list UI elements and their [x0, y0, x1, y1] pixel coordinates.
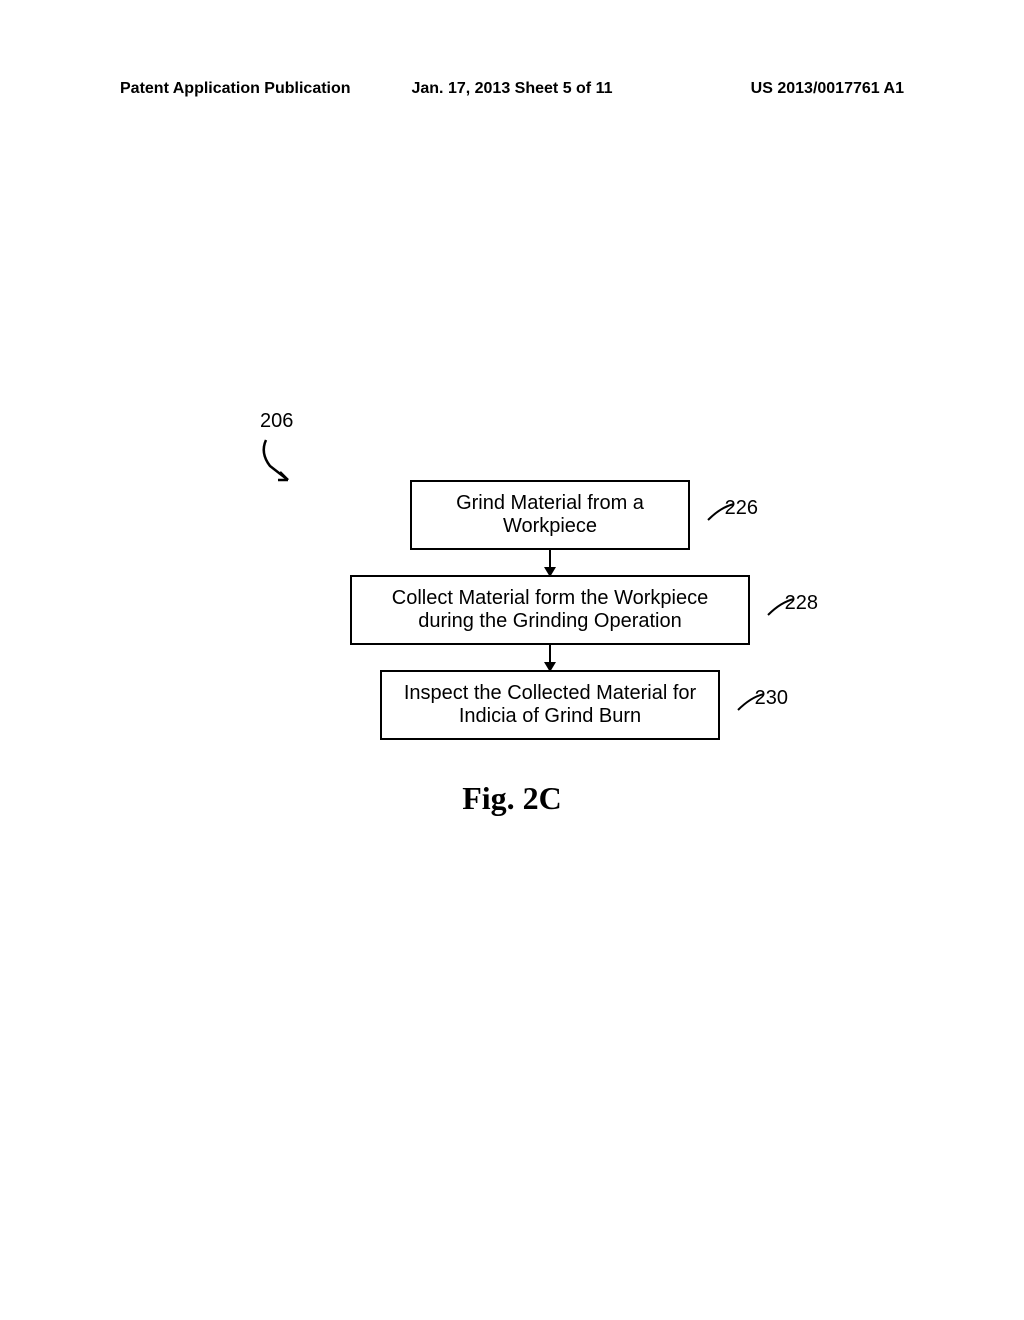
figure-caption: Fig. 2C [0, 780, 1024, 817]
header-patent-number: US 2013/0017761 A1 [643, 80, 904, 98]
header-date-sheet: Jan. 17, 2013 Sheet 5 of 11 [381, 80, 642, 98]
flow-step-3-ref: 230 [755, 687, 788, 710]
flow-step-1-text: Grind Material from a Workpiece [456, 492, 644, 537]
flow-step-1: Grind Material from a Workpiece 226 [410, 480, 690, 550]
flow-step-2-text: Collect Material form the Workpiece duri… [392, 587, 708, 632]
flow-step-1-ref: 226 [725, 497, 758, 520]
flow-arrow-icon [549, 645, 551, 670]
flow-step-3-text: Inspect the Collected Material for Indic… [404, 682, 696, 727]
flow-step-2-ref: 228 [785, 592, 818, 615]
flowchart-container: Grind Material from a Workpiece 226 Coll… [300, 480, 800, 740]
flowchart-reference-label: 206 [260, 410, 293, 433]
flow-step-2: Collect Material form the Workpiece duri… [350, 575, 750, 645]
page-header: Patent Application Publication Jan. 17, … [0, 80, 1024, 98]
header-publication: Patent Application Publication [120, 80, 381, 98]
flow-step-3: Inspect the Collected Material for Indic… [380, 670, 720, 740]
flow-arrow-icon [549, 550, 551, 575]
reference-curve-icon [258, 438, 298, 488]
